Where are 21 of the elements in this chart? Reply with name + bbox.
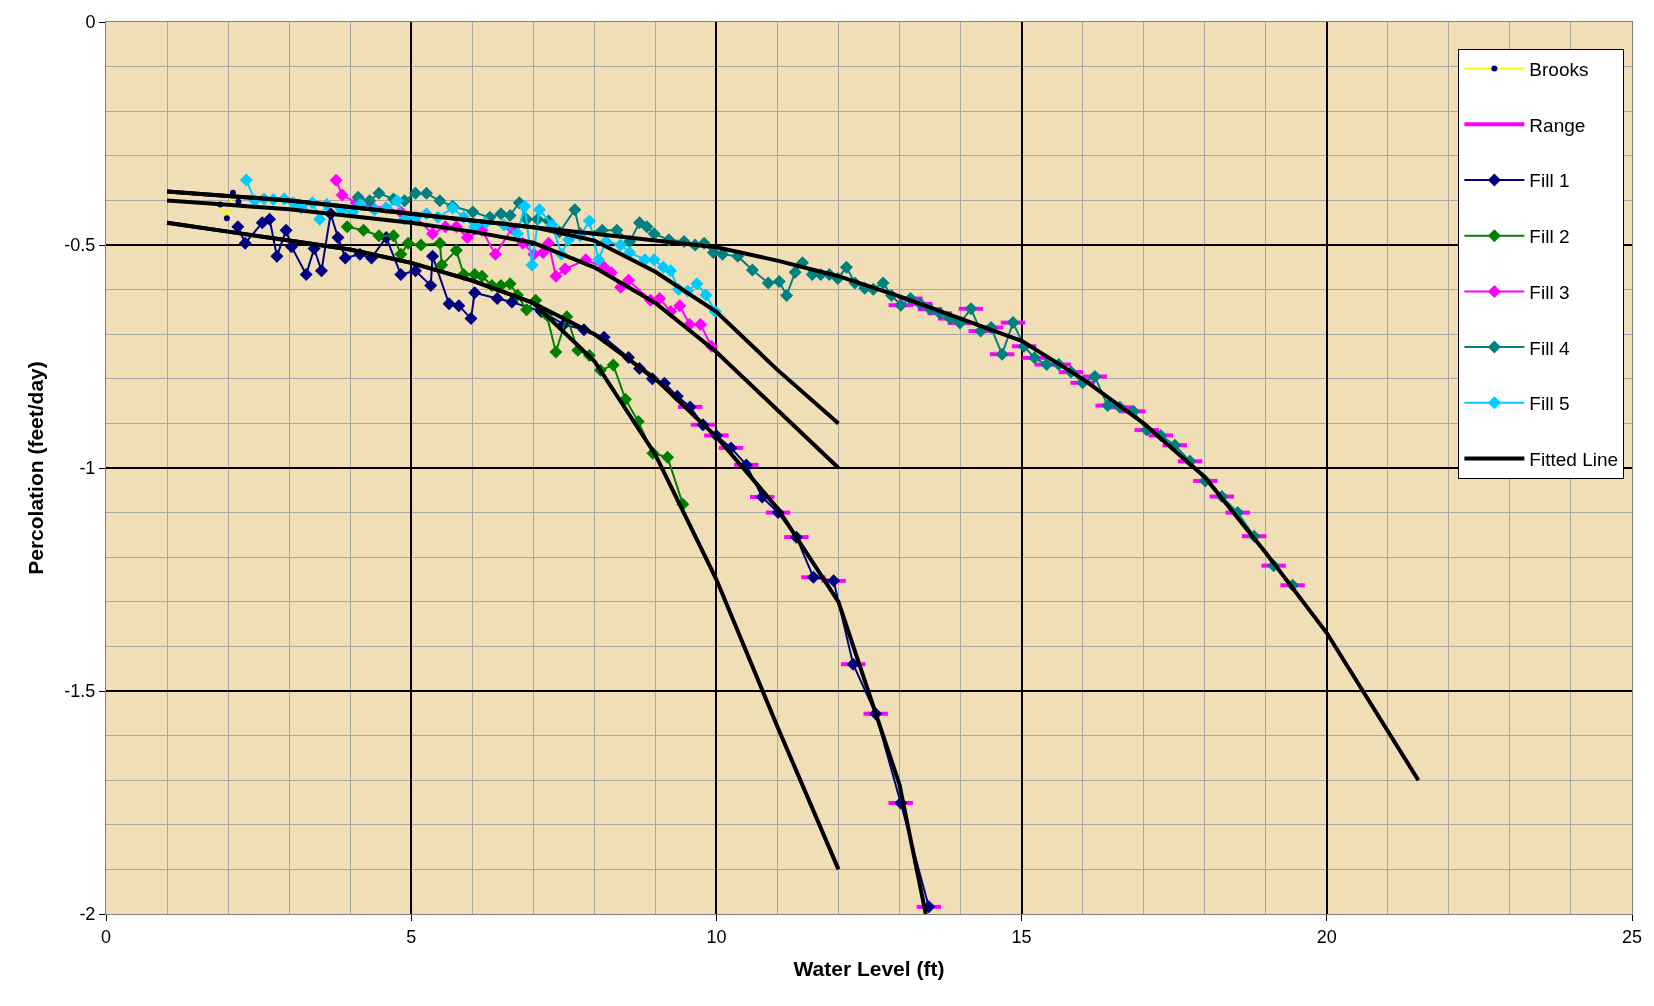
legend-label: Fill 5 bbox=[1529, 393, 1570, 415]
y-tick-label: -2 bbox=[79, 904, 96, 925]
y-tick-label: -0.5 bbox=[64, 235, 96, 256]
legend-label: Fill 4 bbox=[1529, 337, 1570, 359]
legend-label: Fill 2 bbox=[1529, 226, 1570, 248]
legend-label: Fill 3 bbox=[1529, 281, 1570, 303]
x-axis-title: Water Level (ft) bbox=[793, 956, 945, 980]
x-tick-label: 20 bbox=[1316, 926, 1337, 947]
x-tick-label: 5 bbox=[406, 926, 417, 947]
x-tick-label: 10 bbox=[706, 926, 727, 947]
legend-label: Fitted Line bbox=[1529, 448, 1619, 470]
x-tick-label: 15 bbox=[1011, 926, 1032, 947]
legend-label: Brooks bbox=[1529, 59, 1589, 81]
x-tick-label: 0 bbox=[100, 926, 112, 947]
y-tick-label: 0 bbox=[85, 12, 96, 33]
y-tick-label: -1 bbox=[79, 458, 96, 479]
y-tick-label: -1.5 bbox=[64, 681, 96, 702]
x-tick-label: 25 bbox=[1621, 926, 1643, 947]
legend-label: Fill 1 bbox=[1529, 170, 1570, 192]
y-axis-title: Percolation (feet/day) bbox=[23, 361, 47, 575]
legend-label: Range bbox=[1529, 114, 1586, 136]
